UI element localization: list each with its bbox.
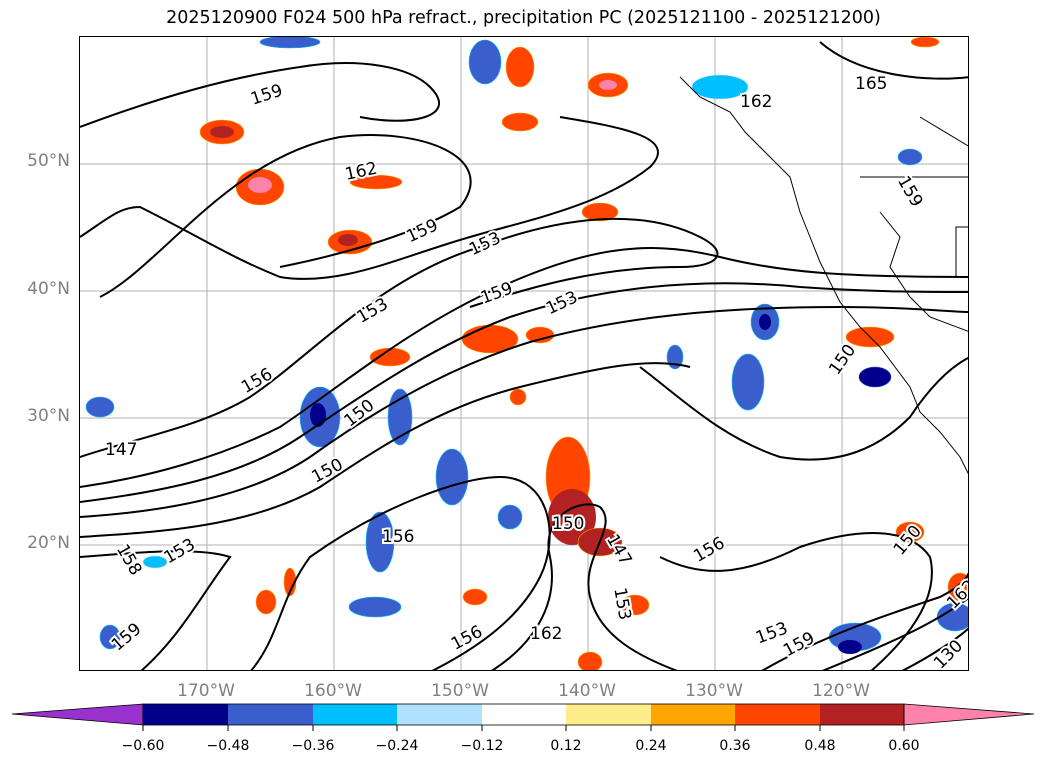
colorbar-label: −0.48 <box>206 738 250 754</box>
colorbar-label: 0.48 <box>804 738 836 754</box>
colorbar-segment <box>228 704 313 725</box>
colorbar-frame <box>142 703 905 726</box>
lon-label-160w: 160°W <box>304 681 362 701</box>
lon-label-120w: 120°W <box>812 681 870 701</box>
colorbar-min-arrow <box>11 703 144 726</box>
colorbar-label: −0.36 <box>291 738 335 754</box>
colorbar-ticks <box>142 725 905 731</box>
lon-label-170w: 170°W <box>177 681 235 701</box>
colorbar-label: 0.60 <box>888 738 920 754</box>
precip-negative-areas <box>85 37 968 654</box>
colorbar-segment <box>735 704 820 725</box>
colorbar-label: −0.24 <box>375 738 419 754</box>
contour-label: 147 <box>105 440 137 460</box>
coastlines <box>679 76 968 475</box>
lat-label-20n: 20°N <box>27 533 70 553</box>
contour-label: 150 <box>552 514 584 534</box>
colorbar-segment <box>651 704 735 725</box>
map-canvas: 159 165 162 162 159 153 159 153 153 156 … <box>80 37 968 670</box>
lon-label-150w: 150°W <box>431 681 489 701</box>
map-title: 2025120900 F024 500 hPa refract., precip… <box>166 8 881 28</box>
lon-label-130w: 130°W <box>685 681 743 701</box>
colorbar-segment <box>143 704 228 725</box>
colorbar-label: 0.36 <box>719 738 751 754</box>
contour-label: 165 <box>855 74 887 94</box>
colorbar-segment <box>313 704 397 725</box>
colorbar-segment <box>397 704 482 725</box>
colorbar-label: 0.12 <box>550 738 582 754</box>
colorbar-max-arrow <box>903 703 1035 726</box>
colorbar-label: −0.12 <box>460 738 504 754</box>
colorbar-segment <box>482 704 566 725</box>
contour-label: 156 <box>382 527 414 547</box>
lat-label-50n: 50°N <box>27 151 70 171</box>
map-panel[interactable]: 159 165 162 162 159 153 159 153 153 156 … <box>79 36 969 671</box>
contour-lines <box>80 41 968 670</box>
colorbar-segment <box>566 704 651 725</box>
lon-label-140w: 140°W <box>558 681 616 701</box>
lat-label-30n: 30°N <box>27 406 70 426</box>
colorbar-label: 0.24 <box>635 738 667 754</box>
lat-label-40n: 40°N <box>27 279 70 299</box>
contour-label: 162 <box>740 92 772 112</box>
contour-label: 162 <box>530 624 562 644</box>
colorbar-label: −0.60 <box>121 738 165 754</box>
colorbar-segment <box>820 704 904 725</box>
